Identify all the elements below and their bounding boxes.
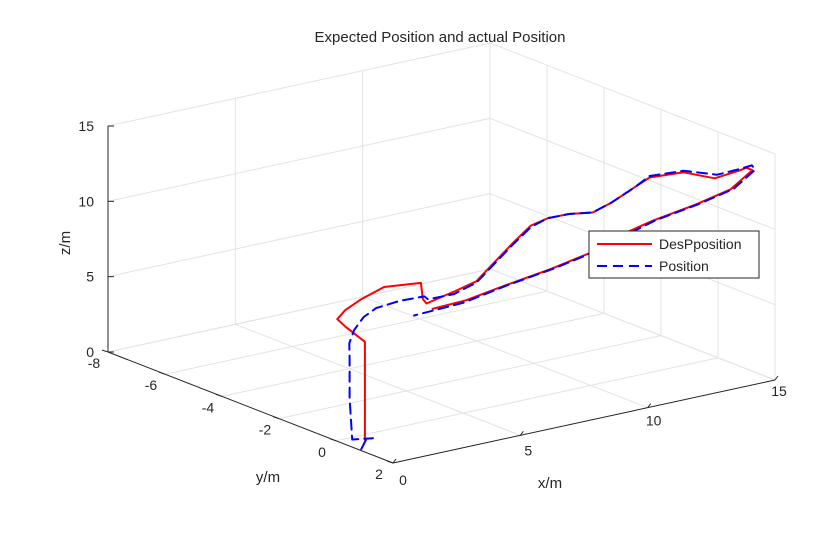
grid-line-back-z-2	[107, 117, 491, 202]
grid-line-floor-x-1	[235, 323, 521, 436]
y-tick-3	[215, 393, 223, 397]
y-tick-5	[101, 349, 109, 353]
x-tick-label-0: 0	[399, 472, 407, 488]
z-tick-label-0: 0	[86, 344, 94, 360]
series-layer	[336, 164, 757, 451]
grid-line-floor-y-4	[164, 290, 548, 375]
y-tick-label-0: 2	[375, 466, 383, 482]
series-position-line	[348, 164, 757, 451]
z-tick-label-2: 10	[78, 193, 94, 209]
grid-line-back-z-3	[107, 42, 491, 127]
y-axis-label: y/m	[256, 469, 280, 486]
x-tick-0	[392, 458, 397, 464]
legend: DesPposition Position	[588, 230, 760, 279]
chart-title: Expected Position and actual Position	[315, 29, 566, 46]
y-tick-label-3: -4	[202, 399, 215, 415]
grid-line-floor-x-2	[362, 296, 648, 409]
x-tick-label-1: 5	[524, 442, 532, 458]
grid-line-floor-y-3	[221, 312, 605, 397]
z-tick-label-3: 15	[78, 118, 94, 134]
legend-label-desp-position: DesPposition	[659, 236, 742, 252]
y-tick-2	[272, 416, 280, 420]
x-tick-1	[519, 431, 524, 436]
grid-line-back-z-0	[107, 268, 491, 353]
x-tick-3	[774, 375, 779, 381]
grid-line-side-z-3	[489, 42, 776, 155]
x-tick-label-3: 15	[771, 383, 787, 399]
y-tick-4	[158, 371, 166, 375]
y-tick-label-5: -8	[88, 355, 101, 371]
grid-layer	[107, 42, 776, 464]
x-tick-2	[647, 403, 652, 408]
y-tick-0	[386, 460, 394, 464]
grid-line-side-z-0	[489, 268, 776, 381]
y-tick-label-1: 0	[318, 444, 326, 460]
grid-line-side-z-2	[489, 117, 776, 230]
z-tick-label-1: 5	[86, 269, 94, 285]
grid-line-back-z-1	[107, 193, 491, 278]
x-tick-label-2: 10	[646, 413, 662, 429]
y-tick-label-4: -6	[145, 377, 158, 393]
x-axis-label: x/m	[538, 475, 562, 492]
y-tick-label-2: -2	[259, 422, 272, 438]
grid-line-floor-y-1	[335, 357, 719, 442]
z-axis-label: z/m	[57, 231, 74, 255]
x-axis-line	[392, 379, 776, 464]
y-tick-1	[329, 438, 337, 442]
legend-box	[588, 230, 760, 279]
grid-line-floor-y-2	[278, 335, 662, 420]
legend-label-position: Position	[659, 258, 709, 274]
y-axis-line	[107, 351, 394, 464]
